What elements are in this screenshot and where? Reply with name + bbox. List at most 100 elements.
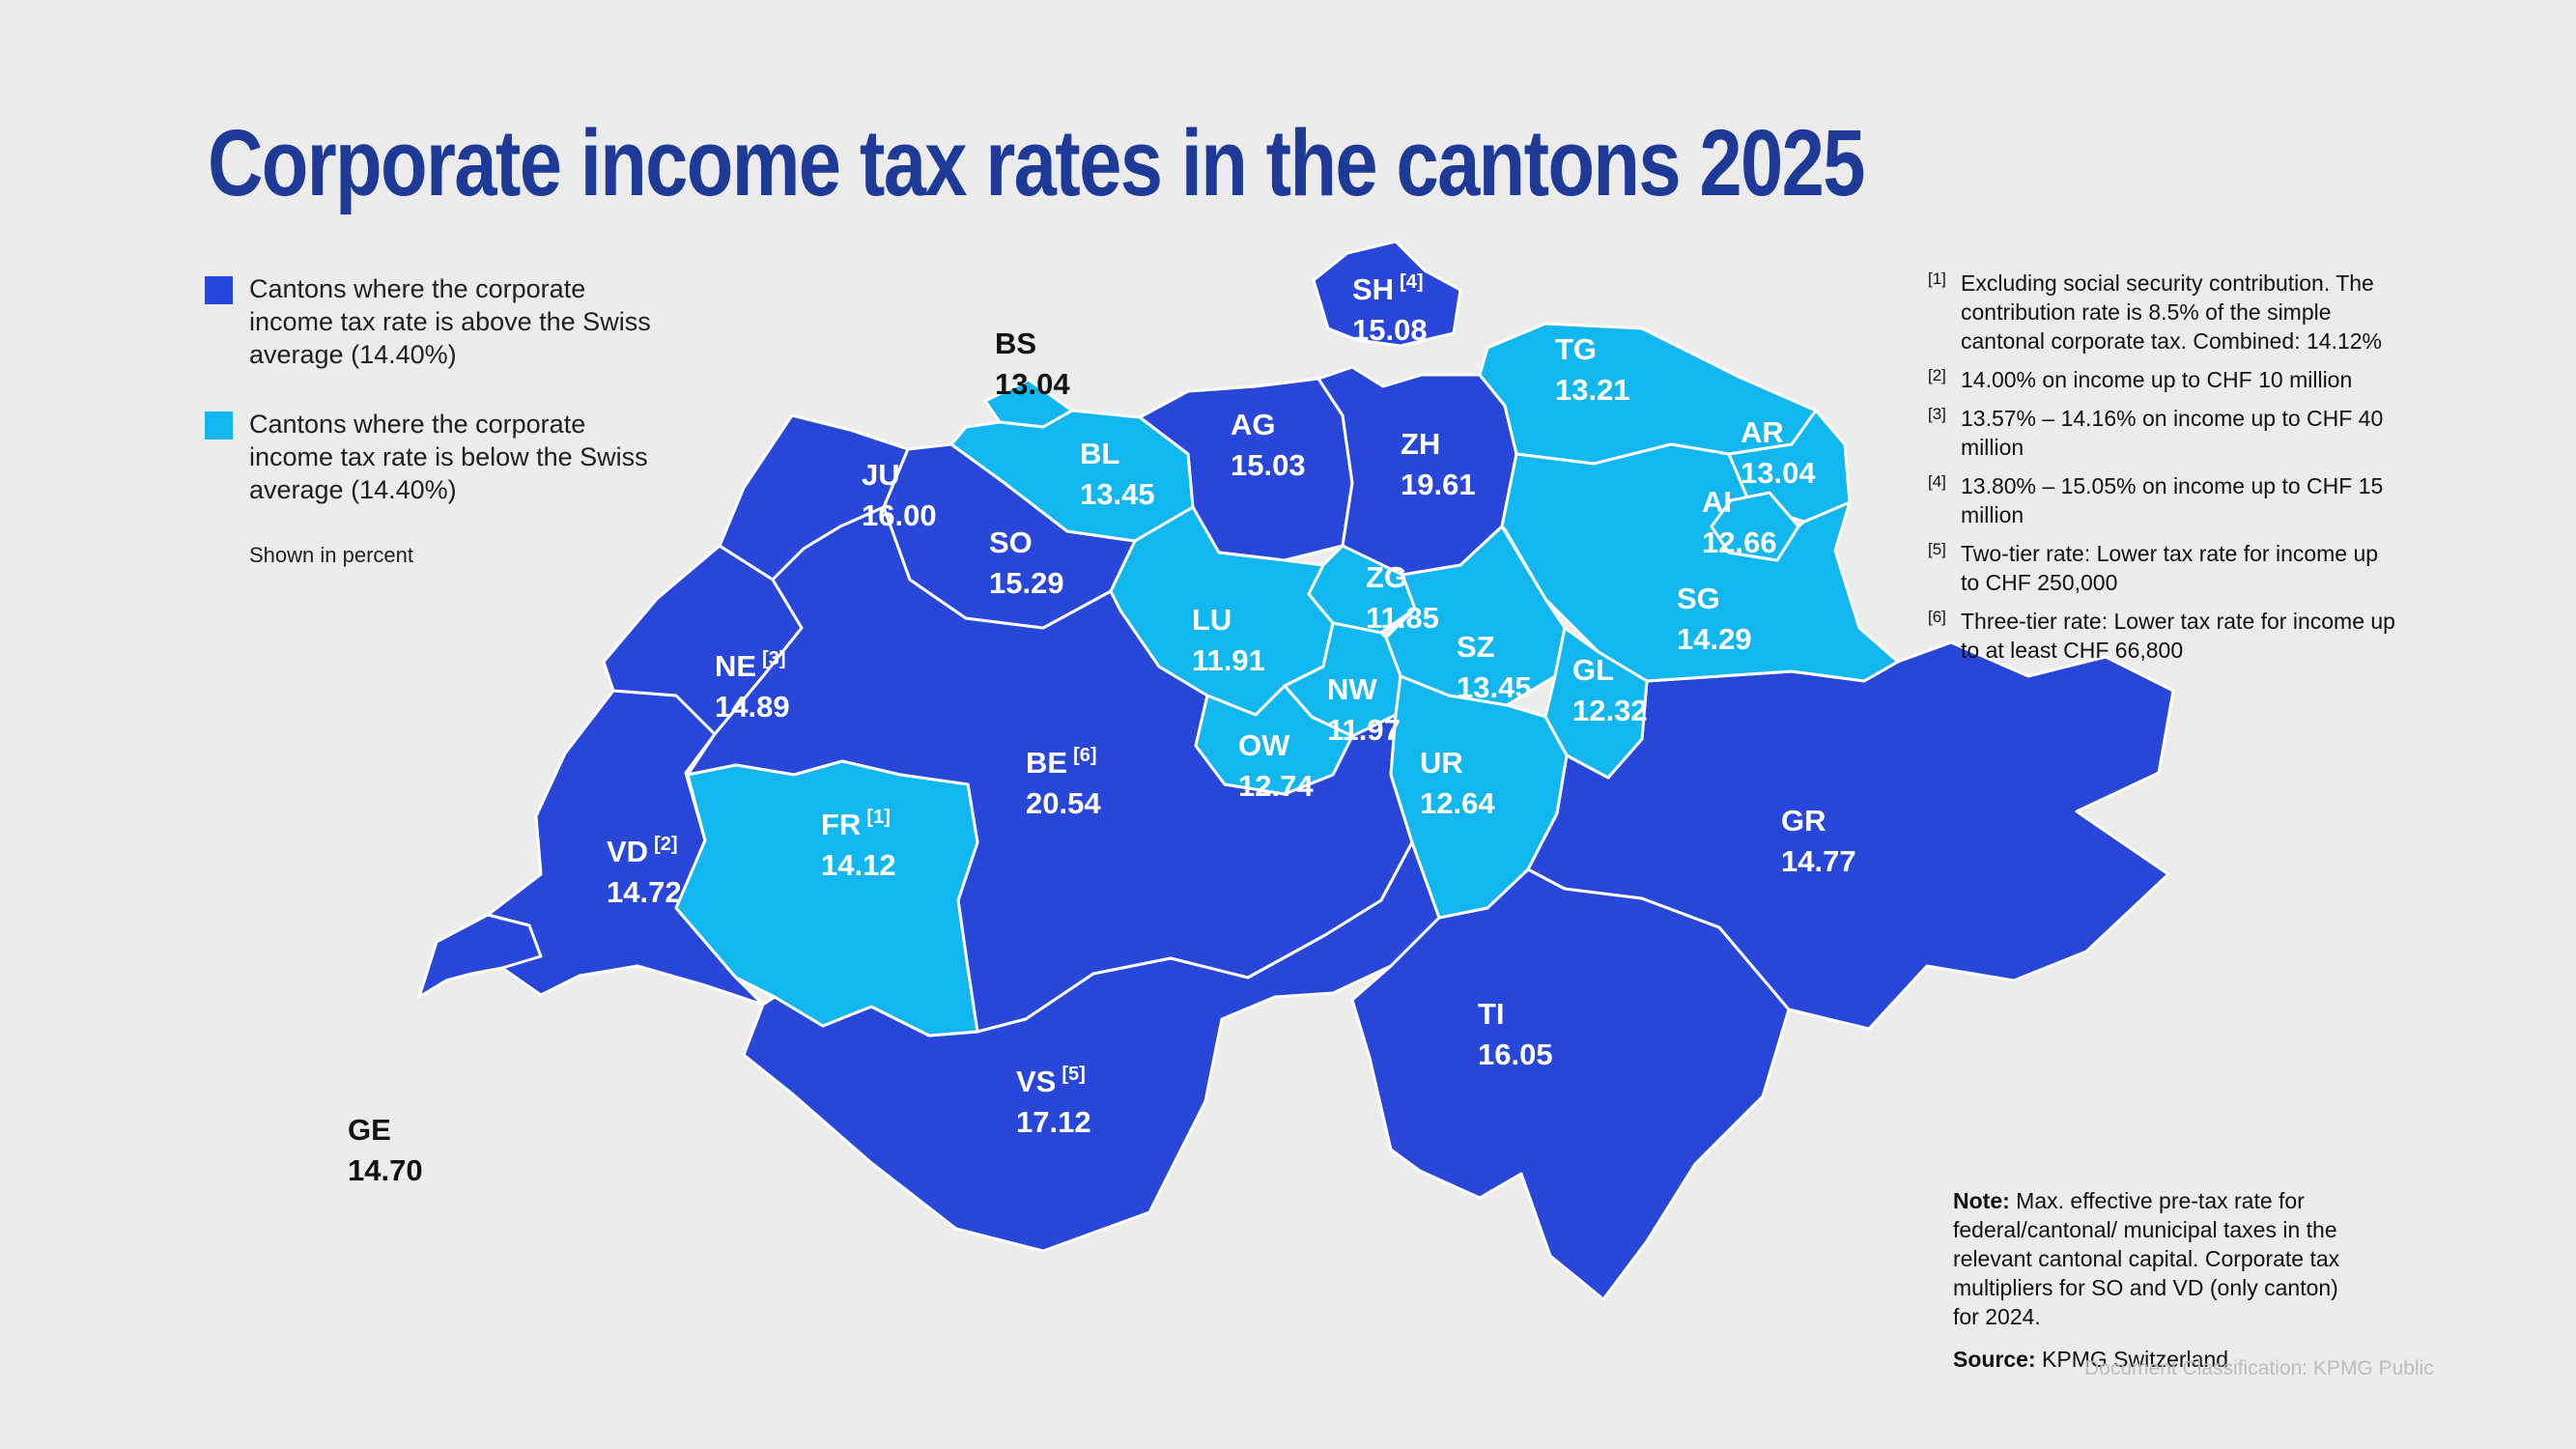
canton-code-BS: BS: [995, 327, 1036, 360]
canton-code-SO: SO: [989, 526, 1033, 559]
canton-value-ZH: 19.61: [1401, 468, 1476, 501]
canton-code-FR: FR [1]: [821, 807, 891, 841]
canton-code-JU: JU: [862, 458, 900, 492]
canton-footnote-marker-VS: [5]: [1062, 1064, 1085, 1085]
footnote-text-1: Excluding social security contribution. …: [1961, 270, 2382, 354]
legend-note: Shown in percent: [249, 543, 413, 567]
canton-value-NW: 11.97: [1327, 713, 1401, 747]
footnote-text-5: Two-tier rate: Lower tax rate for income…: [1961, 541, 2379, 595]
canton-footnote-marker-BE: [6]: [1073, 745, 1096, 766]
canton-value-UR: 12.64: [1420, 786, 1495, 820]
footnote-text-2: 14.00% on income up to CHF 10 million: [1961, 367, 2353, 392]
source-text: Source: KPMG Switzerland: [1953, 1347, 2229, 1372]
canton-value-TG: 13.21: [1555, 373, 1630, 407]
canton-code-BL: BL: [1080, 437, 1119, 470]
canton-footnote-marker-FR: [1]: [866, 807, 890, 828]
canton-value-BS: 13.04: [995, 367, 1070, 401]
canton-code-TI: TI: [1478, 997, 1505, 1031]
legend-swatch-above: [205, 276, 233, 304]
footnotes-list: [1] Excluding social security contributio…: [1928, 269, 2401, 674]
canton-value-LU: 11.91: [1192, 643, 1265, 677]
canton-UR: [1389, 674, 1569, 920]
footnote-2: [2] 14.00% on income up to CHF 10 million: [1928, 365, 2401, 394]
footnote-6: [6] Three-tier rate: Lower tax rate for i…: [1928, 607, 2401, 665]
footnote-1: [1] Excluding social security contributio…: [1928, 269, 2401, 355]
canton-code-AI: AI: [1702, 485, 1732, 519]
footnote-5: [5] Two-tier rate: Lower tax rate for inc…: [1928, 539, 2401, 597]
footnote-marker-2: [2]: [1928, 366, 1946, 384]
canton-AI: [1710, 491, 1800, 562]
legend-label-below: Cantons where the corporate income tax r…: [249, 410, 648, 504]
canton-code-AR: AR: [1741, 415, 1784, 449]
canton-value-TI: 16.05: [1478, 1037, 1553, 1071]
footnote-marker-1: [1]: [1928, 270, 1946, 288]
canton-value-NE: 14.89: [715, 690, 790, 724]
note-label: Note:: [1953, 1188, 2010, 1213]
canton-code-GE: GE: [348, 1113, 391, 1147]
canton-footnote-marker-SH: [4]: [1400, 271, 1423, 293]
canton-code-AG: AG: [1231, 408, 1276, 441]
canton-SH: [1312, 240, 1462, 348]
canton-value-VD: 14.72: [607, 875, 682, 909]
canton-footnote-marker-VD: [2]: [654, 834, 677, 855]
canton-code-ZG: ZG: [1366, 560, 1407, 594]
bottom-note: Note: Max. effective pre-tax rate for fe…: [1953, 1186, 2370, 1374]
canton-code-GR: GR: [1781, 804, 1826, 838]
canton-code-NE: NE [3]: [715, 648, 786, 683]
footnote-marker-3: [3]: [1928, 405, 1946, 423]
canton-value-ZG: 11.85: [1366, 601, 1439, 635]
canton-value-SG: 14.29: [1677, 622, 1752, 656]
footnote-marker-6: [6]: [1928, 608, 1946, 626]
canton-code-OW: OW: [1238, 728, 1290, 762]
footnote-marker-4: [4]: [1928, 472, 1946, 491]
legend-label-above: Cantons where the corporate income tax r…: [249, 274, 651, 369]
footnote-text-3: 13.57% – 14.16% on income up to CHF 40 m…: [1961, 406, 2384, 460]
canton-value-GL: 12.32: [1572, 694, 1648, 727]
canton-footnote-marker-NE: [3]: [762, 648, 785, 669]
canton-value-JU: 16.00: [862, 498, 937, 532]
canton-value-AI: 12.66: [1702, 526, 1777, 559]
canton-value-BL: 13.45: [1080, 477, 1155, 511]
legend: Cantons where the corporate income tax r…: [205, 272, 659, 568]
canton-code-TG: TG: [1555, 332, 1597, 366]
canton-value-SZ: 13.45: [1457, 670, 1532, 704]
canton-value-GR: 14.77: [1781, 844, 1856, 878]
canton-value-SO: 15.29: [989, 566, 1064, 600]
canton-code-GL: GL: [1572, 653, 1614, 687]
canton-code-LU: LU: [1192, 603, 1231, 637]
canton-value-AG: 15.03: [1231, 448, 1306, 482]
canton-value-FR: 14.12: [821, 848, 896, 882]
canton-value-GE: 14.70: [348, 1153, 423, 1187]
note-text: Note: Max. effective pre-tax rate for fe…: [1953, 1188, 2340, 1329]
legend-item-above: Cantons where the corporate income tax r…: [205, 272, 659, 371]
legend-swatch-below: [205, 412, 233, 440]
canton-value-SH: 15.08: [1352, 313, 1428, 347]
footnote-3: [3] 13.57% – 14.16% on income up to CHF 4…: [1928, 404, 2401, 462]
canton-code-VS: VS [5]: [1016, 1064, 1086, 1098]
canton-GL: [1543, 626, 1649, 780]
footnote-marker-5: [5]: [1928, 540, 1946, 558]
canton-code-SG: SG: [1677, 582, 1720, 615]
legend-item-below: Cantons where the corporate income tax r…: [205, 408, 659, 506]
canton-code-ZH: ZH: [1401, 427, 1440, 461]
canton-value-BE: 20.54: [1026, 786, 1101, 820]
canton-code-BE: BE [6]: [1026, 745, 1097, 780]
canton-code-VD: VD [2]: [607, 834, 678, 868]
canton-OW: [1194, 684, 1354, 796]
canton-code-NW: NW: [1327, 672, 1377, 706]
footnote-text-6: Three-tier rate: Lower tax rate for inco…: [1961, 609, 2395, 663]
footnote-4: [4] 13.80% – 15.05% on income up to CHF 1…: [1928, 471, 2401, 529]
document-classification: Document Classification: KPMG Public: [2084, 1357, 2434, 1379]
canton-value-OW: 12.74: [1238, 769, 1314, 803]
canton-value-VS: 17.12: [1016, 1105, 1091, 1139]
canton-code-SH: SH [4]: [1352, 271, 1424, 306]
canton-value-AR: 13.04: [1741, 456, 1816, 490]
canton-code-SZ: SZ: [1457, 630, 1495, 664]
page-title: Corporate income tax rates in the canton…: [208, 109, 1865, 215]
canton-GE: [417, 913, 543, 999]
footnote-text-4: 13.80% – 15.05% on income up to CHF 15 m…: [1961, 473, 2384, 527]
source-label: Source:: [1953, 1347, 2036, 1372]
canton-code-UR: UR: [1420, 746, 1463, 780]
canton-FR: [674, 759, 979, 1037]
